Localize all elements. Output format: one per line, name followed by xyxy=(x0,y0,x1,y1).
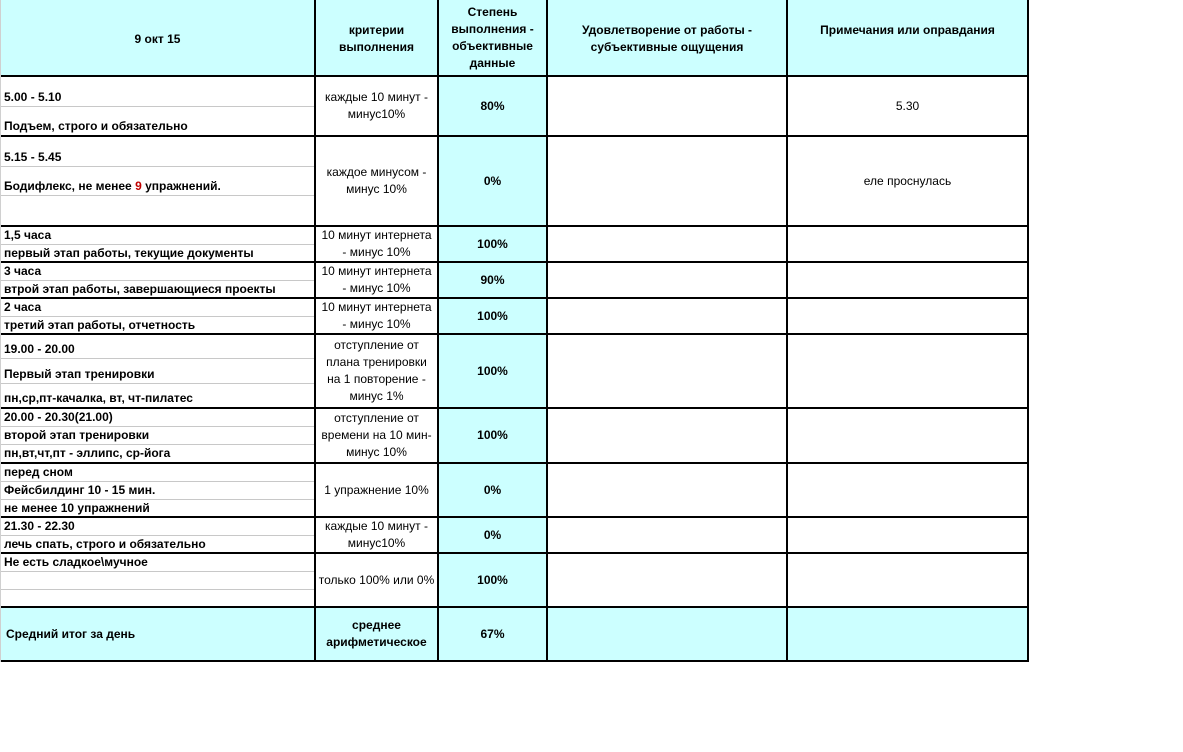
schedule-table: 9 окт 15 критерии выполнения Степень вып… xyxy=(0,0,1029,662)
criteria-cell[interactable]: 1 упражнение 10% xyxy=(316,464,439,516)
task-cell[interactable]: Не есть сладкое\мучное xyxy=(1,554,316,606)
task-line: второй этап тренировки xyxy=(1,427,314,445)
criteria-cell[interactable]: каждые 10 минут - минус10% xyxy=(316,518,439,552)
notes-cell[interactable] xyxy=(788,335,1029,407)
footer-label[interactable]: Средний итог за день xyxy=(1,608,316,660)
task-line: 2 часа xyxy=(1,299,314,317)
notes-cell[interactable]: 5.30 xyxy=(788,77,1029,135)
task-line: 21.30 - 22.30 xyxy=(1,518,314,536)
task-line: перед сном xyxy=(1,464,314,482)
criteria-cell[interactable]: отступление от плана тренировки на 1 пов… xyxy=(316,335,439,407)
satisfaction-cell[interactable] xyxy=(548,335,788,407)
task-line: Не есть сладкое\мучное xyxy=(1,554,314,572)
degree-cell[interactable]: 90% xyxy=(439,263,548,297)
footer-degree[interactable]: 67% xyxy=(439,608,548,660)
notes-cell[interactable] xyxy=(788,227,1029,261)
degree-cell[interactable]: 100% xyxy=(439,554,548,606)
task-line: не менее 10 упражнений xyxy=(4,500,150,515)
task-line: пн,вт,чт,пт - эллипс, ср-йога xyxy=(4,446,171,460)
degree-cell[interactable]: 100% xyxy=(439,299,548,333)
task-cell[interactable]: 2 часа третий этап работы, отчетность xyxy=(1,299,316,333)
task-line: первый этап работы, текущие документы xyxy=(4,245,254,260)
criteria-cell[interactable]: 10 минут интернета - минус 10% xyxy=(316,227,439,261)
task-cell[interactable]: 20.00 - 20.30(21.00) второй этап трениров… xyxy=(1,409,316,462)
degree-cell[interactable]: 100% xyxy=(439,335,548,407)
notes-cell[interactable] xyxy=(788,554,1029,606)
header-satisfaction[interactable]: Удовлетворение от работы - субъективные … xyxy=(548,0,788,75)
task-line: 5.15 - 5.45 xyxy=(1,137,314,167)
header-notes[interactable]: Примечания или оправдания xyxy=(788,0,1029,75)
criteria-cell[interactable]: 10 минут интернета - минус 10% xyxy=(316,299,439,333)
notes-cell[interactable] xyxy=(788,464,1029,516)
degree-cell[interactable]: 0% xyxy=(439,137,548,225)
table-row: 2 часа третий этап работы, отчетность 10 м… xyxy=(1,299,1029,335)
satisfaction-cell[interactable] xyxy=(548,227,788,261)
task-cell[interactable]: 21.30 - 22.30 лечь спать, строго и обязат… xyxy=(1,518,316,552)
table-row: 5.00 - 5.10 Подъем, строго и обязательно к… xyxy=(1,77,1029,137)
table-row: 1,5 часа первый этап работы, текущие доку… xyxy=(1,227,1029,263)
table-row: 19.00 - 20.00 Первый этап тренировки пн,ср… xyxy=(1,335,1029,409)
degree-cell[interactable]: 100% xyxy=(439,409,548,462)
task-cell[interactable]: 1,5 часа первый этап работы, текущие доку… xyxy=(1,227,316,261)
task-line: Подъем, строго и обязательно xyxy=(4,119,188,133)
notes-cell[interactable]: еле проснулась xyxy=(788,137,1029,225)
task-line: третий этап работы, отчетность xyxy=(4,317,196,332)
task-cell[interactable]: 19.00 - 20.00 Первый этап тренировки пн,ср… xyxy=(1,335,316,407)
header-criteria[interactable]: критерии выполнения xyxy=(316,0,439,75)
degree-cell[interactable]: 0% xyxy=(439,464,548,516)
satisfaction-cell[interactable] xyxy=(548,464,788,516)
satisfaction-cell[interactable] xyxy=(548,263,788,297)
task-line: 20.00 - 20.30(21.00) xyxy=(1,409,314,427)
task-line xyxy=(1,572,314,590)
task-line: Фейсбилдинг 10 - 15 мин. xyxy=(1,482,314,500)
table-row: 3 часа втрой этап работы, завершающиеся п… xyxy=(1,263,1029,299)
task-line: Бодифлекс, не менее 9 упражнений. xyxy=(1,167,314,197)
satisfaction-cell[interactable] xyxy=(548,137,788,225)
task-line: пн,ср,пт-качалка, вт, чт-пилатес xyxy=(4,390,193,405)
task-cell[interactable]: 5.15 - 5.45 Бодифлекс, не менее 9 упражне… xyxy=(1,137,316,225)
task-line: Первый этап тренировки xyxy=(1,359,314,384)
satisfaction-cell[interactable] xyxy=(548,518,788,552)
notes-cell[interactable] xyxy=(788,263,1029,297)
task-line: 1,5 часа xyxy=(1,227,314,245)
notes-cell[interactable] xyxy=(788,409,1029,462)
criteria-cell[interactable]: каждое минусом - минус 10% xyxy=(316,137,439,225)
degree-cell[interactable]: 100% xyxy=(439,227,548,261)
task-cell[interactable]: 3 часа втрой этап работы, завершающиеся п… xyxy=(1,263,316,297)
footer-criteria[interactable]: среднее арифметическое xyxy=(316,608,439,660)
footer-row: Средний итог за день среднее арифметичес… xyxy=(1,608,1029,662)
task-line xyxy=(1,590,314,607)
notes-cell[interactable] xyxy=(788,518,1029,552)
table-row: перед сном Фейсбилдинг 10 - 15 мин. не мен… xyxy=(1,464,1029,518)
table-row: 5.15 - 5.45 Бодифлекс, не менее 9 упражне… xyxy=(1,137,1029,227)
task-cell[interactable]: перед сном Фейсбилдинг 10 - 15 мин. не мен… xyxy=(1,464,316,516)
task-line xyxy=(1,196,314,225)
satisfaction-cell[interactable] xyxy=(548,299,788,333)
task-line: 5.00 - 5.10 xyxy=(1,77,314,107)
criteria-cell[interactable]: 10 минут интернета - минус 10% xyxy=(316,263,439,297)
footer-satisfaction[interactable] xyxy=(548,608,788,660)
degree-cell[interactable]: 80% xyxy=(439,77,548,135)
table-row: 20.00 - 20.30(21.00) второй этап трениров… xyxy=(1,409,1029,464)
satisfaction-cell[interactable] xyxy=(548,409,788,462)
highlight-number: 9 xyxy=(135,179,142,194)
task-line: 19.00 - 20.00 xyxy=(1,335,314,360)
footer-notes[interactable] xyxy=(788,608,1029,660)
satisfaction-cell[interactable] xyxy=(548,554,788,606)
header-row: 9 окт 15 критерии выполнения Степень вып… xyxy=(1,0,1029,77)
header-date[interactable]: 9 окт 15 xyxy=(1,0,316,75)
task-line: лечь спать, строго и обязательно xyxy=(4,536,206,551)
task-line: втрой этап работы, завершающиеся проекты xyxy=(4,281,276,296)
header-degree[interactable]: Степень выполнения - объективные данные xyxy=(439,0,548,75)
task-cell[interactable]: 5.00 - 5.10 Подъем, строго и обязательно xyxy=(1,77,316,135)
task-line: 3 часа xyxy=(1,263,314,281)
criteria-cell[interactable]: каждые 10 минут - минус10% xyxy=(316,77,439,135)
criteria-cell[interactable]: отступление от времени на 10 мин- минус … xyxy=(316,409,439,462)
table-row: Не есть сладкое\мучное только 100% или 0%… xyxy=(1,554,1029,608)
degree-cell[interactable]: 0% xyxy=(439,518,548,552)
notes-cell[interactable] xyxy=(788,299,1029,333)
satisfaction-cell[interactable] xyxy=(548,77,788,135)
criteria-cell[interactable]: только 100% или 0% xyxy=(316,554,439,606)
table-row: 21.30 - 22.30 лечь спать, строго и обязат… xyxy=(1,518,1029,554)
